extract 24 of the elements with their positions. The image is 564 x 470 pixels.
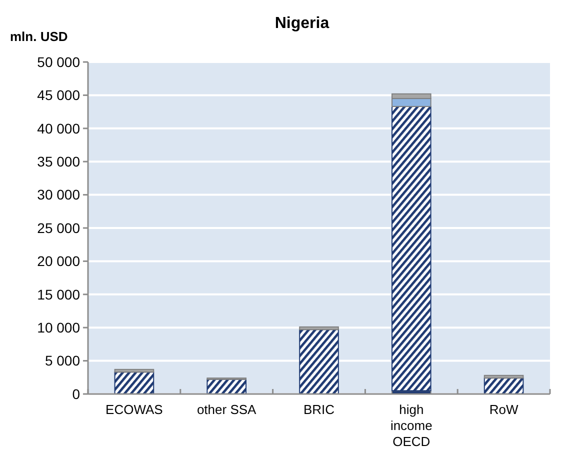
y-tick-label: 5 000	[44, 352, 80, 369]
y-tick-label: 25 000	[37, 220, 80, 236]
x-tick-label: high income OECD	[390, 402, 432, 449]
bar	[114, 372, 154, 394]
chart-title: Nigeria	[274, 15, 330, 32]
y-tick-label: 50 000	[37, 54, 80, 70]
x-tick-label: other SSA	[196, 402, 257, 417]
y-tick-label: 15 000	[37, 286, 80, 302]
y-axis-title: mln. USD	[10, 29, 68, 44]
y-tick-label: 45 000	[37, 87, 80, 104]
bar	[299, 329, 339, 394]
y-tick-label: 30 000	[37, 186, 80, 203]
bar	[391, 106, 432, 392]
bar	[484, 374, 524, 379]
x-tick-label: ECOWAS	[106, 402, 164, 417]
y-tick-label: 10 000	[37, 320, 80, 336]
y-tick-label: 40 000	[37, 120, 80, 136]
y-tick-label: 35 000	[37, 154, 80, 170]
x-tick-label: BRIC	[303, 402, 335, 417]
y-tick-label: 20 000	[37, 253, 80, 270]
y-tick-label: 0	[72, 386, 80, 402]
bar	[114, 368, 154, 373]
x-tick-label: RoW	[489, 402, 519, 417]
bar	[299, 326, 339, 330]
